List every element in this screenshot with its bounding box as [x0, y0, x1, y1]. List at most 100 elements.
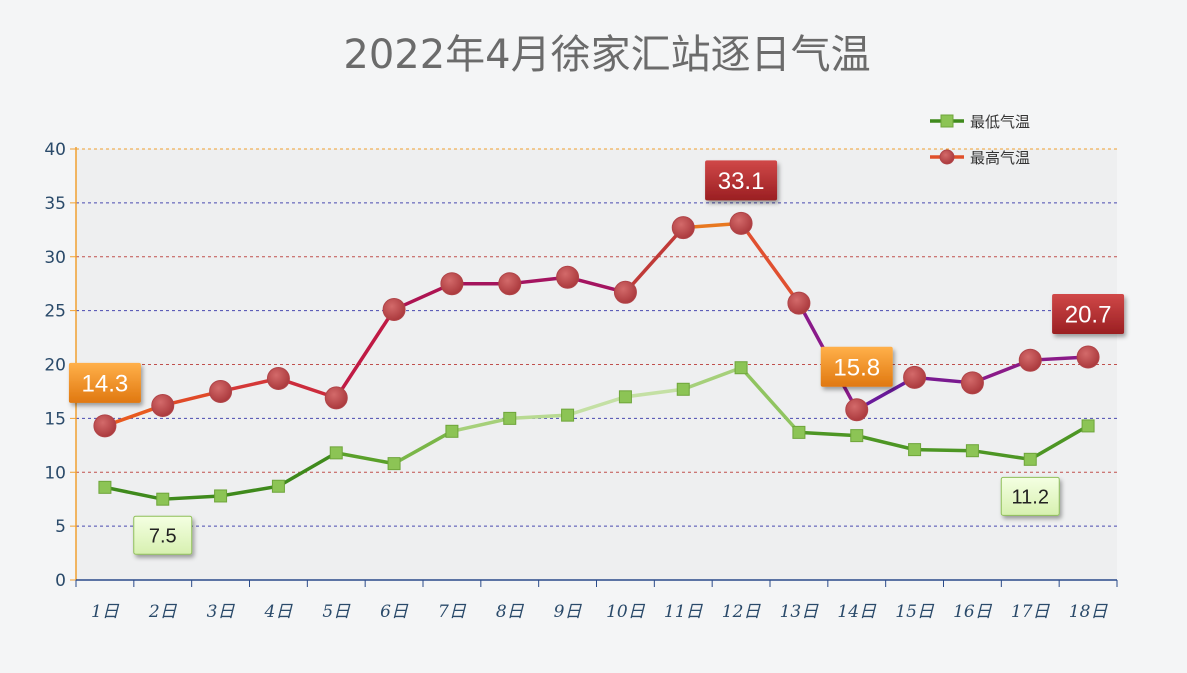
x-tick-label: 1日	[91, 602, 120, 622]
data-label-bg	[1052, 293, 1125, 334]
x-tick-label: 5日	[322, 602, 351, 622]
x-tick-label: 18日	[1069, 602, 1109, 622]
data-label-box	[1052, 293, 1125, 334]
series-segment	[681, 365, 743, 392]
y-tick-label: 10	[44, 463, 66, 483]
axes: 0 5 10 15 20 25 30 35 40 1日 2日 3日 4日 5日 6日 7日 8日 9日 10日 11日…	[44, 140, 1118, 622]
y-tick-label: 25	[44, 302, 66, 322]
data-point-high	[903, 365, 927, 389]
data-point-high	[671, 216, 695, 240]
data-labels: 14.3 33.1 15.8 20.7 7.5 11.2	[68, 160, 1125, 555]
y-tick-label: 0	[55, 571, 66, 591]
data-point-high	[1076, 345, 1100, 369]
series-segment	[623, 387, 685, 399]
x-tick-label: 10日	[606, 602, 646, 622]
data-point-high	[93, 414, 117, 438]
x-tick-label: 3日	[207, 602, 236, 622]
series-segment	[912, 447, 975, 453]
x-tick-label: 17日	[1011, 602, 1051, 622]
data-point-high	[440, 272, 464, 296]
x-tick-label: 2日	[148, 602, 178, 622]
x-tick-label: 7日	[438, 602, 467, 622]
data-point-low	[734, 361, 748, 375]
legend-marker-high	[939, 149, 955, 165]
series-segment	[103, 485, 165, 501]
data-point-high	[151, 393, 175, 417]
data-point-high	[266, 367, 290, 391]
data-point-low	[850, 429, 864, 443]
data-point-low	[329, 446, 343, 460]
series-segment	[334, 451, 396, 466]
data-label-bg	[68, 362, 141, 403]
data-point-high	[613, 280, 637, 304]
legend-marker-low	[940, 114, 954, 128]
data-point-low	[1081, 419, 1095, 433]
y-tick-label: 30	[44, 248, 66, 268]
series-segment	[739, 221, 801, 305]
series-segment	[334, 307, 396, 400]
data-point-low	[387, 457, 401, 471]
data-label-text: 7.5	[149, 525, 177, 547]
series-segment	[970, 448, 1032, 462]
legend-label: 最低气温	[970, 113, 1030, 131]
data-point-low	[156, 492, 170, 506]
data-label-text: 11.2	[1012, 487, 1049, 509]
data-point-low	[908, 443, 922, 457]
data-label-text: 15.8	[833, 354, 880, 381]
data-point-high	[729, 211, 753, 235]
data-label-text: 20.7	[1065, 302, 1112, 329]
series-segment	[565, 395, 628, 417]
x-tick-label: 9日	[554, 602, 583, 622]
data-point-low	[561, 408, 575, 422]
series	[93, 211, 1100, 506]
data-point-low	[618, 390, 632, 404]
data-point-low	[445, 424, 459, 438]
data-label-box	[705, 160, 778, 201]
y-tick-label: 5	[55, 517, 66, 537]
data-label-box	[68, 362, 141, 403]
data-point-low	[503, 411, 517, 425]
data-label-bg	[820, 346, 893, 387]
data-point-low	[271, 479, 285, 493]
series-segment	[1028, 424, 1090, 462]
series-segment	[161, 494, 223, 501]
y-tick-label: 40	[44, 140, 66, 160]
chart-title: 2022年4月徐家汇站逐日气温	[343, 32, 870, 78]
y-tick-label: 35	[44, 194, 66, 214]
series-low-temp	[98, 361, 1095, 506]
data-label-box	[820, 346, 893, 387]
data-point-high	[498, 272, 522, 296]
series-segment	[450, 416, 512, 434]
y-tick-label: 20	[44, 356, 66, 376]
data-point-high	[845, 398, 869, 422]
x-tick-label: 15日	[895, 602, 935, 622]
data-point-high	[556, 265, 580, 289]
series-segment	[623, 225, 685, 295]
data-point-high	[382, 298, 406, 322]
legend-label: 最高气温	[970, 149, 1030, 167]
series-segment	[855, 433, 917, 452]
data-point-high	[1018, 348, 1042, 372]
data-point-low	[792, 425, 806, 439]
y-tick-label: 15	[44, 409, 66, 429]
x-tick-label: 11日	[664, 602, 704, 622]
data-point-high	[960, 371, 984, 395]
data-point-low	[1023, 452, 1037, 466]
data-label-box	[1000, 476, 1060, 516]
data-label-bg	[133, 515, 193, 555]
series-segment	[508, 413, 570, 421]
data-point-low	[98, 480, 112, 494]
series-segment	[392, 429, 454, 466]
series-segment	[276, 451, 338, 489]
x-tick-label: 12日	[722, 602, 762, 622]
x-tick-label: 8日	[496, 602, 525, 622]
grid	[76, 148, 1117, 580]
series-segment	[218, 484, 281, 498]
data-label-text: 14.3	[82, 371, 129, 398]
data-point-high	[324, 386, 348, 410]
data-point-low	[965, 444, 979, 458]
x-tick-label: 6日	[380, 602, 409, 622]
